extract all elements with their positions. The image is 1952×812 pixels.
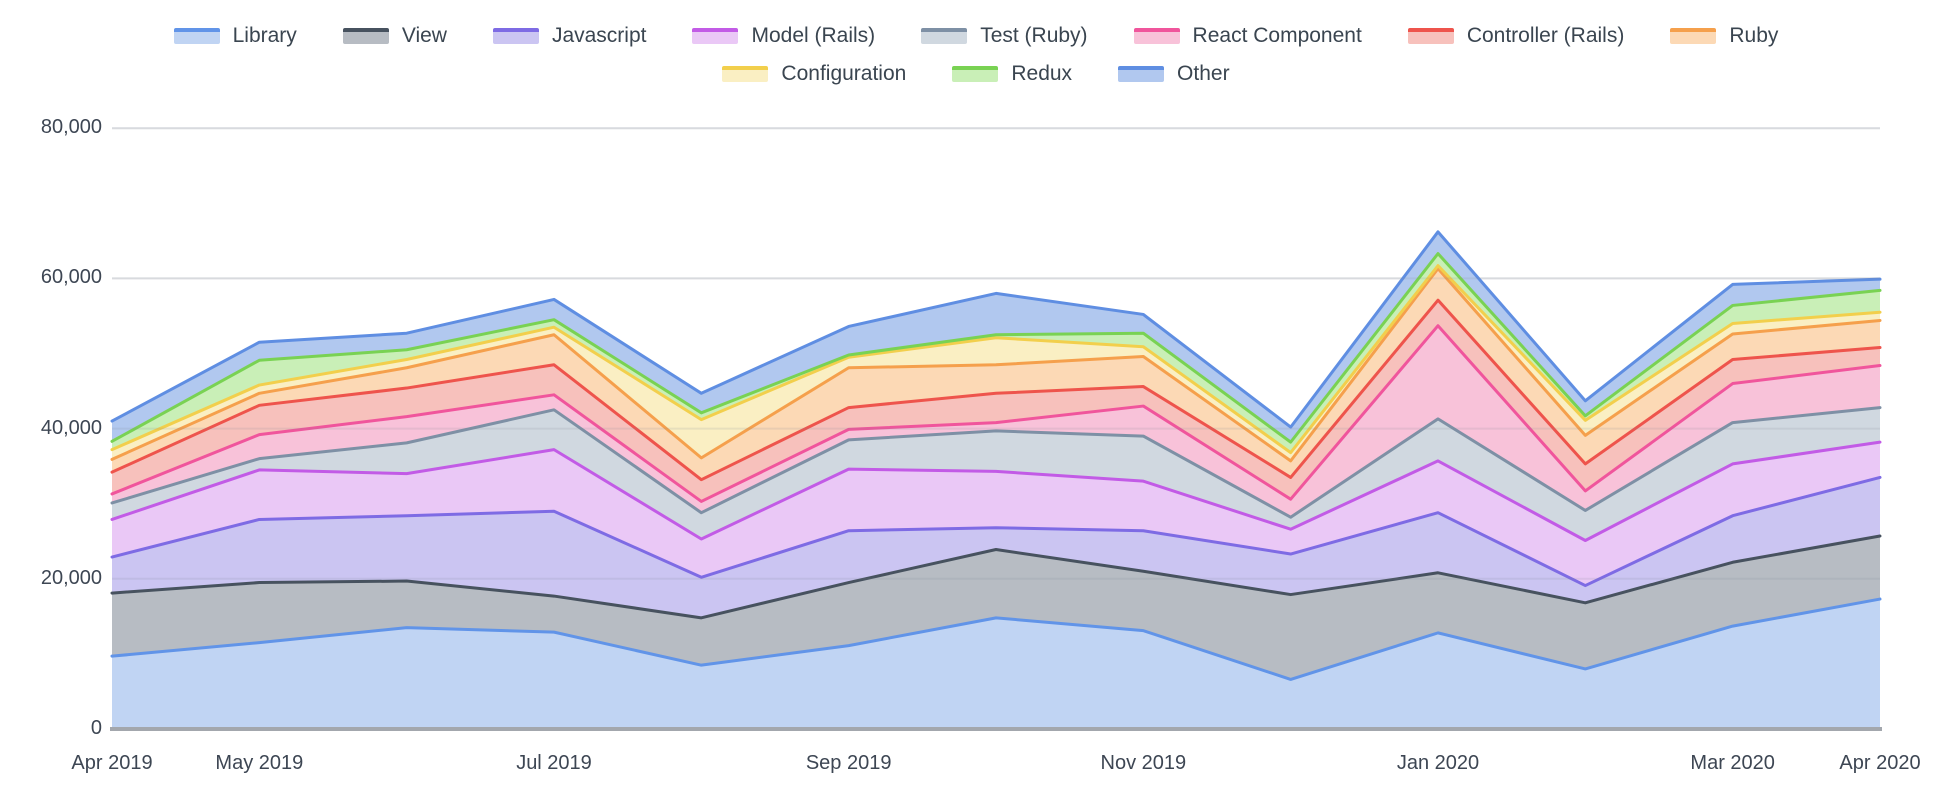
legend-label: Javascript xyxy=(551,24,647,47)
legend-item-library[interactable]: Library xyxy=(173,24,297,48)
legend-swatch-icon xyxy=(1670,28,1717,44)
y-tick-label: 40,000 xyxy=(40,416,102,439)
x-tick-label: May 2019 xyxy=(215,752,304,774)
legend-row: Library View Javascript Model (Rails) Test (… xyxy=(173,24,1778,48)
legend-swatch-icon xyxy=(173,28,220,44)
legend-label: Library xyxy=(232,24,297,47)
legend-item-configuration[interactable]: Configuration xyxy=(722,62,906,86)
legend-swatch-icon xyxy=(952,66,999,82)
legend-swatch-icon xyxy=(342,28,389,44)
line-ruby xyxy=(110,267,1882,463)
legend-label: Configuration xyxy=(781,62,907,85)
legend-label: Ruby xyxy=(1729,24,1779,47)
legend-swatch-icon xyxy=(692,28,739,44)
line-view xyxy=(110,534,1882,620)
legend-label: Redux xyxy=(1011,62,1073,85)
line-test-ruby xyxy=(110,406,1882,519)
x-tick-label: Jan 2020 xyxy=(1396,752,1480,774)
line-react-component xyxy=(110,324,1882,503)
legend-label: Model (Rails) xyxy=(751,24,876,47)
legend-label: Controller (Rails) xyxy=(1466,24,1625,47)
legend-swatch-icon xyxy=(492,28,539,44)
legend-label: React Component xyxy=(1192,24,1362,47)
legend-item-view[interactable]: View xyxy=(342,24,447,48)
legend-item-test-ruby[interactable]: Test (Ruby) xyxy=(921,24,1088,48)
legend-swatch-icon xyxy=(722,66,769,82)
legend-item-other[interactable]: Other xyxy=(1118,62,1230,86)
legend-label: Test (Ruby) xyxy=(980,24,1088,47)
y-tick-label: 20,000 xyxy=(40,566,102,589)
legend-item-javascript[interactable]: Javascript xyxy=(492,24,647,48)
area-ruby[interactable] xyxy=(112,268,1880,480)
legend-label: Other xyxy=(1177,62,1230,85)
area-library[interactable] xyxy=(112,599,1880,729)
legend-item-ruby[interactable]: Ruby xyxy=(1670,24,1778,48)
x-tick-label: Mar 2020 xyxy=(1690,752,1775,774)
legend-item-model-rails[interactable]: Model (Rails) xyxy=(692,24,875,48)
y-tick-label: 0 xyxy=(90,717,102,739)
x-tick-label: Nov 2019 xyxy=(1100,752,1187,774)
x-tick-label: Apr 2020 xyxy=(1839,752,1921,774)
line-javascript xyxy=(110,475,1882,588)
legend-item-controller-rails[interactable]: Controller (Rails) xyxy=(1407,24,1625,48)
x-tick-label: Apr 2019 xyxy=(71,752,153,774)
x-axis-line xyxy=(110,727,1882,731)
legend-item-react-component[interactable]: React Component xyxy=(1133,24,1362,48)
x-tick-label: Sep 2019 xyxy=(805,752,892,774)
legend-swatch-icon xyxy=(921,28,968,44)
line-controller-rails xyxy=(110,298,1882,482)
area-react-component[interactable] xyxy=(112,325,1880,518)
legend-swatch-icon xyxy=(1133,28,1180,44)
x-tick-label: Jul 2019 xyxy=(516,752,592,774)
line-configuration xyxy=(110,264,1882,455)
legend-swatch-icon xyxy=(1407,28,1454,44)
line-other xyxy=(110,230,1882,429)
line-redux xyxy=(110,252,1882,444)
area-model-rails[interactable] xyxy=(112,442,1880,586)
area-test-ruby[interactable] xyxy=(112,407,1880,541)
line-model-rails xyxy=(110,440,1882,542)
area-view[interactable] xyxy=(112,535,1880,680)
y-tick-label: 60,000 xyxy=(40,266,102,289)
legend-swatch-icon xyxy=(1118,66,1165,82)
y-tick-label: 80,000 xyxy=(40,116,102,139)
chart-legend: Library View Javascript Model (Rails) Test (… xyxy=(0,24,1952,86)
area-controller-rails[interactable] xyxy=(112,300,1880,502)
legend-row: Configuration Redux Other xyxy=(722,62,1230,86)
legend-item-redux[interactable]: Redux xyxy=(952,62,1072,86)
line-library xyxy=(110,597,1882,681)
legend-label: View xyxy=(401,24,447,47)
